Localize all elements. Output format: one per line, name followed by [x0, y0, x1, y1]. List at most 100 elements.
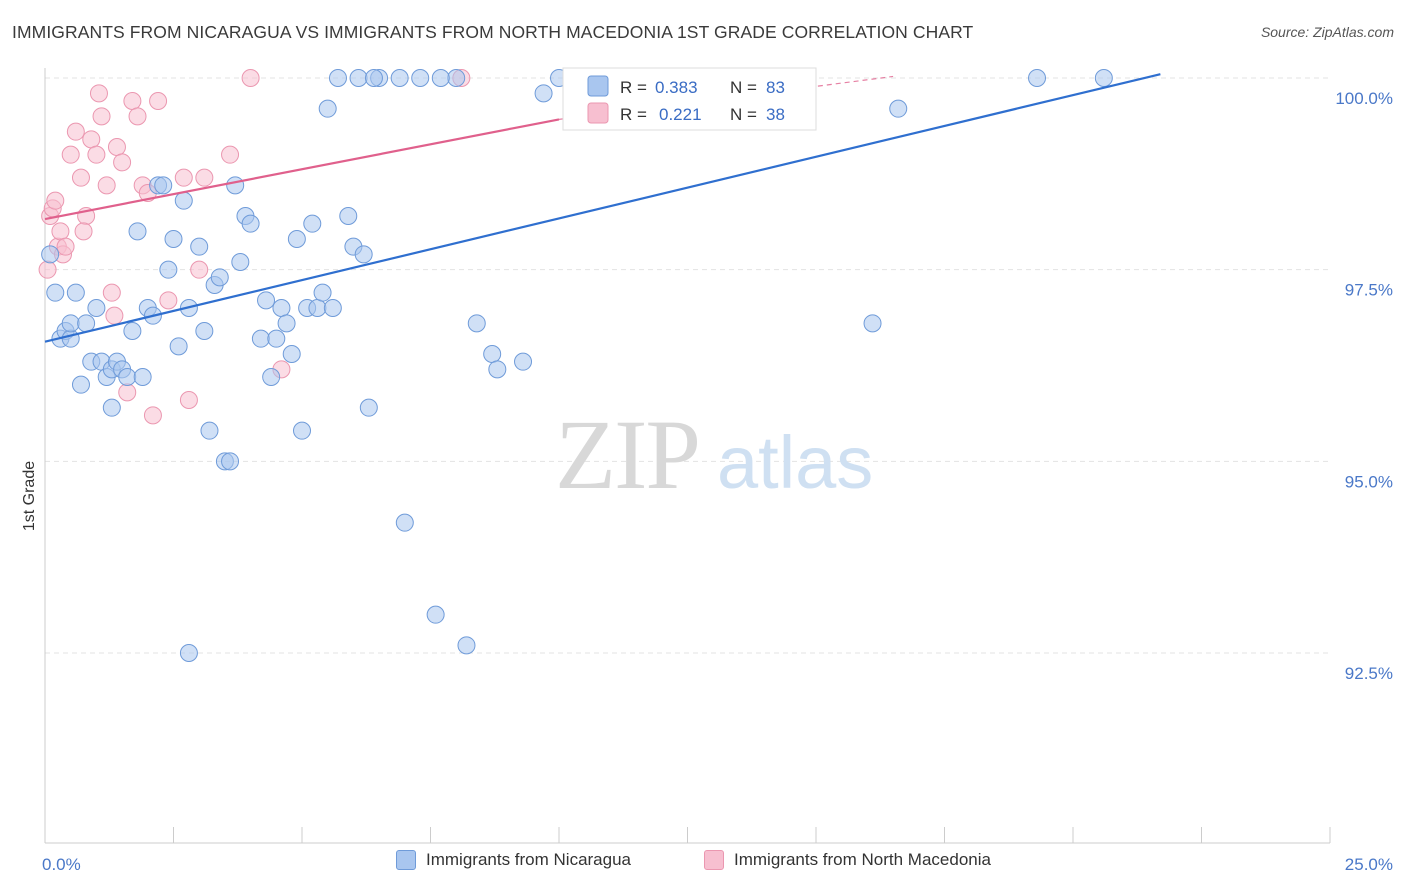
- data-point-north-macedonia: [46, 191, 65, 210]
- data-point-nicaragua: [483, 345, 502, 363]
- data-point-nicaragua: [277, 314, 296, 333]
- data-point-nicaragua: [457, 636, 476, 655]
- data-point-nicaragua: [1028, 69, 1047, 87]
- data-point-nicaragua: [221, 452, 240, 471]
- data-point-nicaragua: [323, 299, 342, 317]
- axes-layer: 92.5% 95.0% 97.5% 100.0% 0.0% 25.0%: [42, 68, 1393, 874]
- legend-r-label-2: R =: [620, 105, 647, 124]
- chart-title: IMMIGRANTS FROM NICARAGUA VS IMMIGRANTS …: [12, 22, 974, 42]
- series-nicaragua: [41, 69, 1113, 662]
- data-point-north-macedonia: [159, 291, 178, 310]
- data-point-nicaragua: [303, 214, 322, 233]
- data-point-nicaragua: [118, 368, 137, 386]
- data-point-north-macedonia: [74, 222, 93, 241]
- data-point-nicaragua: [257, 291, 276, 310]
- data-point-nicaragua: [61, 314, 80, 333]
- data-point-nicaragua: [339, 207, 358, 225]
- bottom-legend-label-north-macedonia: Immigrants from North Macedonia: [734, 850, 991, 869]
- data-point-north-macedonia: [51, 222, 70, 241]
- legend-box: R = 0.383 N = 83 R = 0.221 N = 38: [562, 67, 817, 131]
- legend-n-label-2: N =: [730, 105, 757, 124]
- grid-layer: [45, 77, 1330, 654]
- trend-line-north-macedonia: [44, 118, 560, 221]
- legend-r-value-2: 0.221: [659, 105, 702, 124]
- x-tick-label-min: 0.0%: [42, 855, 81, 874]
- bottom-legend-item-north-macedonia: Immigrants from North Macedonia: [704, 850, 991, 870]
- data-point-nicaragua: [272, 299, 291, 317]
- data-point-north-macedonia: [102, 283, 121, 302]
- legend-n-value-2: 38: [766, 105, 785, 124]
- legend-swatch-pink: [587, 102, 609, 124]
- data-point-north-macedonia: [66, 122, 85, 141]
- data-point-north-macedonia: [113, 153, 132, 172]
- data-point-nicaragua: [231, 253, 250, 271]
- legend-n-label-1: N =: [730, 78, 757, 97]
- data-point-nicaragua: [514, 352, 533, 371]
- x-tick-label-max: 25.0%: [1345, 855, 1393, 874]
- data-point-north-macedonia: [143, 406, 162, 425]
- data-point-north-macedonia: [174, 168, 193, 187]
- data-point-north-macedonia: [82, 130, 101, 149]
- legend-swatch-blue: [587, 75, 609, 97]
- data-point-nicaragua: [41, 245, 60, 264]
- data-point-nicaragua: [195, 322, 214, 340]
- data-point-nicaragua: [395, 513, 414, 532]
- data-point-north-macedonia: [61, 145, 80, 164]
- data-point-nicaragua: [318, 99, 337, 118]
- bottom-legend-label-nicaragua: Immigrants from Nicaragua: [426, 850, 632, 869]
- data-point-nicaragua: [251, 329, 270, 348]
- data-point-nicaragua: [267, 329, 286, 348]
- data-point-nicaragua: [46, 283, 65, 302]
- data-point-north-macedonia: [92, 107, 111, 126]
- data-point-north-macedonia: [123, 92, 142, 110]
- data-point-north-macedonia: [128, 107, 147, 126]
- data-point-north-macedonia: [118, 383, 137, 402]
- data-point-nicaragua: [190, 237, 209, 256]
- data-point-nicaragua: [61, 329, 80, 348]
- data-point-nicaragua: [467, 314, 486, 333]
- watermark: ZIP atlas: [555, 399, 873, 510]
- data-point-nicaragua: [293, 421, 311, 440]
- data-point-nicaragua: [431, 69, 450, 87]
- data-point-nicaragua: [534, 84, 553, 103]
- data-point-nicaragua: [66, 283, 85, 302]
- data-point-nicaragua: [863, 314, 882, 333]
- data-point-nicaragua: [390, 69, 409, 87]
- data-point-nicaragua: [128, 222, 147, 241]
- data-point-nicaragua: [262, 368, 281, 386]
- y-tick-label: 97.5%: [1345, 281, 1393, 300]
- data-point-nicaragua: [354, 245, 373, 264]
- swatch-north-macedonia: [704, 850, 724, 870]
- data-point-north-macedonia: [97, 176, 116, 195]
- bottom-legend: Immigrants from Nicaragua Immigrants fro…: [0, 850, 1406, 880]
- data-point-north-macedonia: [105, 306, 124, 325]
- data-point-nicaragua: [287, 230, 306, 248]
- data-point-north-macedonia: [71, 168, 90, 187]
- data-point-north-macedonia: [56, 237, 75, 256]
- data-point-nicaragua: [411, 69, 430, 87]
- data-point-nicaragua: [226, 176, 245, 195]
- trend-line-nicaragua: [44, 73, 1161, 343]
- legend-r-value-1: 0.383: [655, 78, 698, 97]
- data-point-nicaragua: [174, 191, 193, 210]
- data-point-north-macedonia: [195, 168, 214, 187]
- data-point-nicaragua: [328, 69, 347, 87]
- data-point-nicaragua: [241, 214, 260, 233]
- source-credit: Source: ZipAtlas.com: [1260, 24, 1394, 40]
- data-point-nicaragua: [313, 283, 332, 302]
- data-point-north-macedonia: [107, 138, 126, 156]
- data-point-nicaragua: [71, 375, 90, 394]
- data-point-nicaragua: [447, 69, 466, 87]
- data-point-north-macedonia: [89, 84, 108, 103]
- data-point-north-macedonia: [190, 260, 209, 279]
- data-point-nicaragua: [1094, 69, 1113, 87]
- data-point-north-macedonia: [179, 391, 198, 409]
- data-point-nicaragua: [210, 268, 229, 287]
- data-point-nicaragua: [359, 398, 378, 417]
- data-point-nicaragua: [159, 260, 178, 279]
- data-point-nicaragua: [123, 322, 142, 340]
- y-axis-label: 1st Grade: [21, 461, 38, 531]
- watermark-zip: ZIP: [555, 399, 699, 510]
- data-point-nicaragua: [364, 69, 383, 87]
- data-point-nicaragua: [77, 314, 96, 333]
